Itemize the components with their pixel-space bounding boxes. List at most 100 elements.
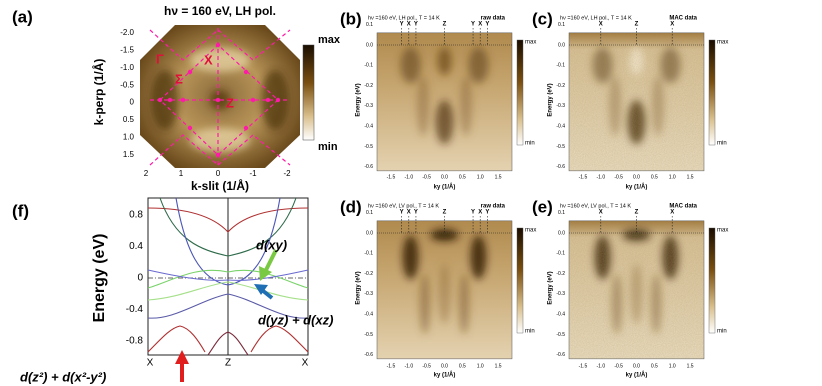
panel-tag: raw data (481, 16, 506, 22)
y-tick-label: 1.5 (123, 150, 135, 159)
x-tick-label: -0.5 (614, 174, 623, 180)
x-tick-label: 0.5 (651, 363, 658, 369)
axis-label: Energy (eV) (91, 234, 108, 323)
axis-label: k-slit (1/Å) (191, 178, 249, 193)
x-tick-label: 1 (179, 169, 184, 178)
colorbar-label: min (717, 141, 727, 147)
colorbar-label: max (318, 34, 341, 46)
colorbar-label: min (525, 329, 535, 335)
kmap-points (157, 42, 281, 158)
y-tick-label: -0.2 (556, 83, 565, 89)
x-tick-label: 0.5 (459, 174, 466, 180)
x-tick-label: 1.5 (687, 363, 694, 369)
x-tick-label: -1.5 (387, 174, 396, 180)
feature (470, 235, 487, 280)
feature (438, 263, 451, 324)
x-tick-label: 1.0 (477, 174, 484, 180)
colorbar-label: min (525, 141, 535, 147)
axis-label: ky (1/Å) (626, 372, 648, 379)
x-tick-label: 0.0 (633, 174, 640, 180)
x-tick-label: -1.5 (579, 363, 588, 369)
arrows (175, 249, 278, 382)
symmetry-marker: Y (471, 22, 475, 28)
panel-title: hν =160 eV, LH pol., T = 14 K (560, 15, 632, 21)
panel-label: (c) (532, 9, 553, 28)
colorbar-label: min (717, 329, 727, 335)
axis-label: k-perp (1/Å) (91, 59, 106, 126)
symmetry-marker: X (599, 210, 603, 216)
x-tick-label: 1.0 (669, 363, 676, 369)
y-tick-label: -0.2 (364, 83, 373, 89)
y-tick-label: 0.1 (366, 22, 373, 28)
spectrum-features (400, 47, 489, 145)
symmetry-marker: X (670, 22, 674, 28)
y-tick-label: -0.4 (556, 124, 565, 130)
y-tick-label: -0.6 (364, 352, 373, 358)
x-tick-label: 1.0 (669, 174, 676, 180)
y-tick-label: -0.6 (364, 164, 373, 170)
panel-tag: MAC data (669, 204, 697, 210)
x-tick-label: -1.5 (387, 363, 396, 369)
feature (419, 274, 430, 335)
colorbar-label: max (525, 40, 536, 46)
symmetry-marker: X (407, 22, 411, 28)
panel-title: hν =160 eV, LV pol., T = 14 K (560, 203, 631, 209)
kmap-features (151, 48, 289, 152)
panel-title: hν =160 eV, LH pol., T = 14 K (368, 15, 440, 21)
x-tick-label: 0.5 (459, 363, 466, 369)
symmetry-marker: Y (485, 210, 489, 216)
symmetry-marker: Y (471, 210, 475, 216)
noise (569, 32, 704, 171)
y-tick-label: -0.3 (556, 103, 565, 109)
y-tick-label: -0.4 (556, 312, 565, 318)
band-lines (147, 197, 309, 356)
y-tick-label: -2.0 (120, 28, 134, 37)
symmetry-label: Z (226, 95, 234, 110)
y-tick-label: -0.3 (364, 291, 373, 297)
feature (459, 75, 472, 136)
y-tick-label: -0.5 (364, 332, 373, 338)
feature (400, 47, 421, 84)
feature (430, 229, 459, 242)
y-tick-label: 0.1 (558, 210, 565, 216)
image-frame (376, 32, 513, 172)
y-tick-label: -0.6 (556, 164, 565, 170)
x-tick-label: -2 (283, 169, 291, 178)
colorbar-label: max (717, 40, 728, 46)
x-tick-label: Z (225, 358, 231, 369)
image-frame (568, 32, 705, 172)
y-tick-label: -0.5 (556, 332, 565, 338)
axis-label: Energy (eV) (356, 83, 362, 116)
symmetry-label: Σ (175, 71, 183, 86)
panel-label: (d) (340, 197, 362, 216)
panel-title: hν =160 eV, LV pol., T = 14 K (368, 203, 439, 209)
symmetry-marker: X (478, 210, 482, 216)
x-tick-label: X (147, 358, 154, 369)
x-tick-label: 1.0 (477, 363, 484, 369)
spectrum-features (402, 229, 487, 335)
y-tick-label: -0.2 (556, 271, 565, 277)
symmetry-marker: X (670, 210, 674, 216)
spectrum-image (377, 32, 512, 171)
x-tick-label: -1.0 (596, 174, 605, 180)
x-tick-label: 1.5 (495, 363, 502, 369)
y-tick-label: 0.8 (129, 210, 143, 221)
axis-label: ky (1/Å) (434, 184, 456, 191)
colorbar (302, 44, 315, 141)
y-tick-label: 0.5 (123, 115, 135, 124)
axis-label: Energy (eV) (548, 271, 554, 304)
x-tick-label: 1.5 (495, 174, 502, 180)
y-tick-label: -0.1 (556, 251, 565, 257)
panel-title: hν = 160 eV, LH pol. (164, 4, 276, 18)
y-tick-label: -0.4 (364, 124, 373, 130)
panel-label: (f) (12, 201, 29, 220)
y-tick-label: -0.2 (364, 271, 373, 277)
noise (569, 220, 704, 359)
x-tick-label: 0.0 (633, 363, 640, 369)
panel-label: (a) (12, 7, 33, 26)
kmap-image (140, 25, 300, 168)
feature (435, 100, 454, 145)
feature (459, 274, 470, 335)
spectrum-image (569, 220, 704, 359)
